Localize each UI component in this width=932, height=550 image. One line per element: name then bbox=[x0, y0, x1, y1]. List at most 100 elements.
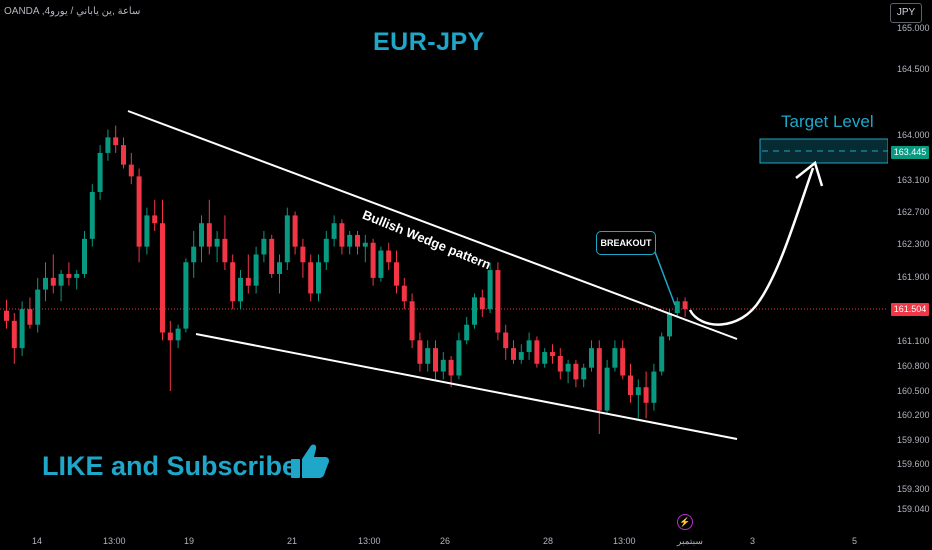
price-tick: 159.300 bbox=[897, 484, 930, 494]
candle bbox=[518, 344, 524, 364]
candle-body bbox=[66, 273, 72, 278]
candle-body bbox=[269, 238, 275, 274]
candle bbox=[43, 262, 48, 302]
candle bbox=[596, 340, 602, 435]
candle-body bbox=[331, 223, 337, 239]
candle-body bbox=[440, 359, 446, 372]
candle bbox=[253, 246, 259, 294]
time-axis[interactable]: 14 13:00 19 21 13:00 26 28 13:00 سبتمبر … bbox=[0, 530, 888, 550]
candle bbox=[573, 359, 579, 388]
candle bbox=[136, 168, 142, 263]
candles bbox=[4, 125, 688, 435]
candle-body bbox=[121, 145, 126, 165]
candlestick-chart[interactable] bbox=[0, 0, 888, 530]
candle bbox=[472, 293, 477, 329]
current-price-tag: 161.504 bbox=[891, 303, 929, 316]
price-tick: 159.600 bbox=[897, 459, 930, 469]
candle bbox=[113, 125, 119, 153]
candle-body bbox=[199, 223, 204, 247]
candle bbox=[589, 340, 594, 372]
currency-button[interactable]: JPY bbox=[890, 3, 922, 23]
candle-body bbox=[245, 277, 251, 286]
candle-body bbox=[394, 262, 399, 286]
time-tick: 13:00 bbox=[103, 536, 126, 546]
candle bbox=[27, 297, 33, 329]
candle bbox=[308, 254, 314, 302]
lightning-icon[interactable]: ⚡ bbox=[677, 514, 693, 530]
candle bbox=[503, 324, 509, 360]
time-tick: 5 bbox=[852, 536, 858, 546]
candle-body bbox=[464, 324, 470, 341]
candle-body bbox=[58, 273, 64, 286]
candle bbox=[105, 129, 111, 161]
projection-arrow bbox=[688, 167, 815, 326]
candle-body bbox=[136, 176, 142, 247]
candle-body bbox=[409, 301, 415, 341]
candle bbox=[89, 184, 95, 247]
candle-body bbox=[43, 277, 48, 290]
candle-body bbox=[659, 336, 665, 372]
candle bbox=[261, 231, 267, 263]
candle-body bbox=[651, 371, 657, 403]
candle bbox=[604, 359, 610, 415]
candle bbox=[370, 238, 376, 286]
candle bbox=[292, 211, 298, 255]
candle bbox=[97, 145, 103, 200]
candle-body bbox=[565, 363, 571, 372]
candle-body bbox=[300, 246, 306, 263]
candle bbox=[409, 293, 415, 349]
candle-body bbox=[667, 313, 672, 337]
price-axis[interactable]: 165.000 164.500 164.000 163.100 162.700 … bbox=[888, 0, 932, 530]
candle-body bbox=[316, 262, 321, 294]
candle-body bbox=[581, 367, 587, 380]
candle-body bbox=[425, 348, 431, 364]
candle bbox=[542, 348, 548, 368]
candle-body bbox=[628, 375, 633, 395]
candle-body bbox=[238, 277, 243, 302]
candle bbox=[284, 207, 290, 271]
price-tick: 164.000 bbox=[897, 130, 930, 140]
candle bbox=[479, 289, 485, 317]
candle bbox=[643, 371, 649, 419]
price-tick: 163.100 bbox=[897, 175, 930, 185]
target-price-tag: 163.445 bbox=[891, 146, 929, 159]
candle bbox=[167, 320, 173, 392]
candle bbox=[11, 313, 17, 364]
candle-body bbox=[347, 234, 353, 247]
breakout-label: BREAKOUT bbox=[596, 231, 656, 255]
candle-body bbox=[526, 340, 532, 353]
price-tick: 162.300 bbox=[897, 239, 930, 249]
candle bbox=[682, 297, 688, 317]
candle-body bbox=[378, 250, 384, 278]
price-tick: 165.000 bbox=[897, 23, 930, 33]
candle bbox=[222, 215, 228, 271]
candle-body bbox=[612, 348, 618, 368]
candle-body bbox=[97, 152, 103, 192]
candle bbox=[659, 332, 665, 376]
candle-body bbox=[370, 242, 376, 278]
candle bbox=[269, 234, 275, 278]
candle bbox=[651, 363, 657, 411]
candle-body bbox=[222, 238, 228, 263]
candle-body bbox=[292, 215, 298, 247]
candle-body bbox=[206, 223, 212, 247]
candle-body bbox=[74, 273, 80, 278]
candle-body bbox=[27, 309, 33, 325]
candle-body bbox=[643, 387, 649, 403]
candle bbox=[183, 258, 189, 333]
candle bbox=[300, 238, 306, 278]
candle bbox=[82, 231, 87, 278]
candle bbox=[316, 254, 321, 302]
candle-body bbox=[19, 309, 25, 349]
candle bbox=[121, 137, 126, 169]
candle-body bbox=[355, 234, 360, 247]
time-tick: 14 bbox=[32, 536, 43, 546]
candle-body bbox=[89, 191, 95, 239]
candle-body bbox=[456, 340, 462, 376]
target-level-label: Target Level bbox=[781, 112, 874, 131]
price-tick: 162.700 bbox=[897, 207, 930, 217]
candle-body bbox=[152, 215, 158, 224]
candle-body bbox=[550, 352, 555, 356]
candle-body bbox=[105, 137, 111, 153]
candle bbox=[128, 152, 134, 185]
